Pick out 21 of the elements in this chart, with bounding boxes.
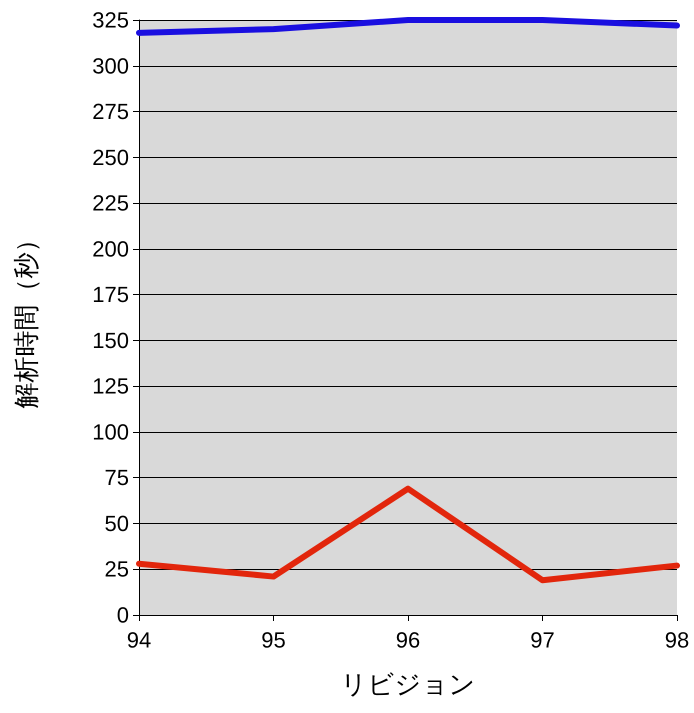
y-tick-label: 50 <box>104 510 129 536</box>
y-tick-label: 225 <box>92 190 129 216</box>
x-tick-label: 98 <box>664 628 690 652</box>
y-tick-label: 25 <box>104 556 129 582</box>
y-tick-label: 125 <box>92 374 129 399</box>
y-tick-label: 325 <box>92 8 129 32</box>
x-tick-label: 97 <box>530 628 555 652</box>
x-tick-label: 95 <box>261 628 286 652</box>
y-tick-label: 300 <box>92 53 129 78</box>
y-tick-label: 200 <box>92 236 129 262</box>
y-tick-label: 175 <box>92 282 129 308</box>
x-axis-title: リビジョン <box>340 669 476 699</box>
y-tick-label: 75 <box>104 465 129 490</box>
y-tick-label: 275 <box>92 99 129 124</box>
y-axis-title: 解析時間（秒） <box>11 226 41 408</box>
x-tick-label: 94 <box>126 628 152 652</box>
x-tick-label: 96 <box>396 628 420 652</box>
y-tick-label: 250 <box>92 144 129 170</box>
y-tick-label: 100 <box>92 419 129 444</box>
y-tick-label: 150 <box>92 328 129 353</box>
y-tick-label: 0 <box>116 602 129 628</box>
